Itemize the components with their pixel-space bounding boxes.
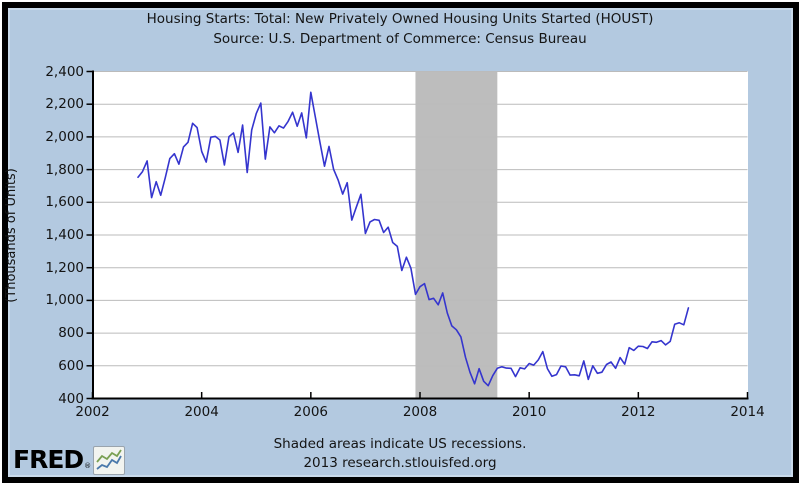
x-axis-tick-label: 2008 bbox=[402, 404, 438, 420]
y-axis-tick-label: 600 bbox=[58, 357, 84, 374]
x-axis-tick-label: 2002 bbox=[75, 404, 110, 420]
x-axis-tick-label: 2004 bbox=[184, 404, 219, 420]
y-axis-tick-label: 800 bbox=[58, 325, 84, 342]
houst-data-line bbox=[137, 91, 690, 387]
line-chart-icon bbox=[93, 445, 126, 475]
x-axis-tick-label: 2006 bbox=[293, 404, 328, 420]
y-axis-tick-label: 1,800 bbox=[45, 161, 84, 178]
fred-logo: FRED ® bbox=[13, 445, 126, 475]
y-axis-tick-label: 2,200 bbox=[45, 96, 84, 113]
y-axis-tick-label: 2,000 bbox=[45, 128, 84, 145]
x-axis-tick-label: 2014 bbox=[730, 404, 765, 420]
x-axis-tick-label: 2012 bbox=[621, 404, 656, 420]
registered-mark-icon: ® bbox=[84, 462, 92, 470]
y-axis-tick-label: 1,400 bbox=[45, 227, 84, 243]
y-axis-tick-label: 1,600 bbox=[45, 194, 84, 211]
chart-source: Source: U.S. Department of Commerce: Cen… bbox=[213, 31, 587, 47]
x-axis-tick-label: 2010 bbox=[511, 404, 547, 420]
recession-note: Shaded areas indicate US recessions. bbox=[273, 436, 527, 452]
y-axis-tick-label: 1,000 bbox=[45, 292, 84, 309]
chart-title: Housing Starts: Total: New Privately Own… bbox=[146, 11, 654, 27]
y-axis-tick-label: 2,400 bbox=[45, 63, 84, 80]
fred-logo-text: FRED bbox=[13, 445, 84, 474]
y-axis-tick-label: 1,200 bbox=[45, 259, 84, 276]
credit-line: 2013 research.stlouisfed.org bbox=[303, 455, 497, 471]
y-axis-tick-label: 400 bbox=[58, 390, 84, 407]
